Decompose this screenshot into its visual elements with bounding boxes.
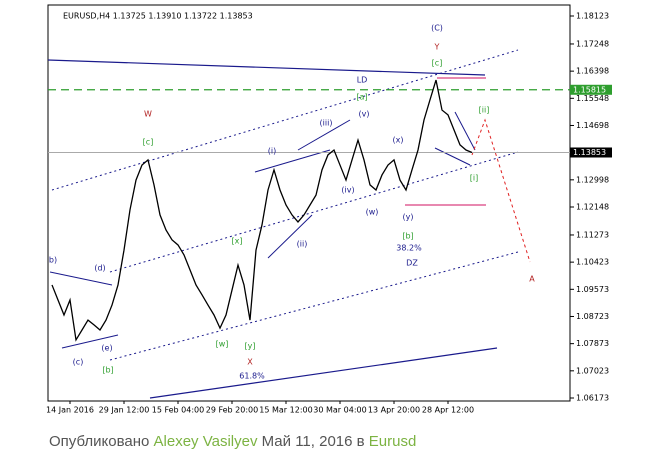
- y-tick-label: 1.16398: [576, 67, 609, 76]
- y-tick-label: 1.12998: [576, 175, 609, 184]
- footer-date: Май 11, 2016: [261, 433, 353, 450]
- wave-label: [a]: [356, 93, 367, 102]
- wave-label: [y]: [245, 342, 256, 351]
- level-label: 1.15815: [573, 85, 606, 94]
- channel-line: [109, 251, 519, 361]
- trend-line: [47, 59, 486, 76]
- y-tick-label: 1.08723: [576, 312, 609, 321]
- wave-label: DZ: [406, 259, 418, 268]
- wave-label: 38.2%: [396, 244, 422, 253]
- wave-label: A: [529, 275, 535, 284]
- author-link[interactable]: Alexey Vasilyev: [153, 433, 258, 450]
- current-price-label: 1.13853: [573, 148, 606, 157]
- x-tick-label: 15 Feb 04:00: [152, 406, 204, 415]
- wave-label: (iv): [341, 186, 354, 195]
- wave-label: (c): [73, 358, 84, 367]
- chart-title: EURUSD,H4 1.13725 1.13910 1.13722 1.1385…: [63, 12, 253, 21]
- drawings: [47, 49, 531, 399]
- y-tick-label: 1.12148: [576, 202, 609, 211]
- wave-label: (iii): [320, 119, 333, 128]
- chart: EURUSD,H4 1.13725 1.13910 1.13722 1.1385…: [46, 4, 612, 415]
- category-link[interactable]: Eurusd: [368, 433, 417, 450]
- wave-label: (y): [403, 213, 414, 222]
- wave-label: LD: [357, 76, 368, 85]
- x-tick-label: 29 Feb 20:00: [206, 406, 258, 415]
- footer-prefix: Опубликовано: [49, 433, 150, 450]
- y-tick-label: 1.06173: [576, 393, 609, 402]
- x-tick-label: 28 Apr 12:00: [422, 406, 474, 415]
- footer-connector: в: [356, 433, 365, 450]
- current-price-box: [570, 147, 612, 158]
- wave-label: (w): [366, 208, 379, 217]
- wave-label: (x): [393, 136, 404, 145]
- y-tick-label: 1.15548: [576, 94, 609, 103]
- x-tick-label: 15 Mar 12:00: [259, 406, 312, 415]
- wave-label: [b]: [402, 232, 413, 241]
- x-tick-label: 14 Jan 2016: [46, 406, 94, 415]
- wave-label: 61.8%: [239, 372, 265, 381]
- footer: Опубликовано Alexey Vasilyev Май 11, 201…: [49, 433, 416, 450]
- wave-label: [w]: [216, 340, 229, 349]
- wave-label: [x]: [232, 237, 243, 246]
- x-tick-label: 29 Jan 12:00: [99, 406, 150, 415]
- wave-label: X: [247, 358, 253, 367]
- x-tick-label: 30 Mar 04:00: [313, 406, 366, 415]
- wave-line: [254, 149, 331, 173]
- plot-frame: [47, 4, 571, 402]
- y-tick-label: 1.18123: [576, 11, 609, 20]
- wave-label: Y: [434, 43, 440, 52]
- wave-label: W: [144, 110, 152, 119]
- y-tick-label: 1.11273: [576, 230, 609, 239]
- wave-label: (i): [268, 147, 276, 156]
- wave-line: [454, 111, 476, 151]
- wave-label: (ii): [297, 240, 308, 249]
- x-tick-label: 13 Apr 20:00: [368, 406, 420, 415]
- trend-line: [149, 347, 498, 399]
- y-tick-label: 1.07873: [576, 339, 609, 348]
- wave-line: [434, 147, 471, 166]
- marks: 1.18123 1.17248 1.16398 1.15548 1.14698 1.129…: [46, 11, 612, 415]
- y-tick-label: 1.10423: [576, 258, 609, 267]
- price-line: [51, 79, 473, 342]
- wave-label: (C): [431, 24, 443, 33]
- channel-line: [51, 49, 519, 191]
- wave-line: [297, 119, 351, 151]
- wave-line: [267, 214, 313, 259]
- wave-line: [49, 271, 113, 286]
- y-tick-label: 1.14698: [576, 121, 609, 130]
- channel-line: [109, 151, 519, 273]
- wave-label: (e): [101, 344, 112, 353]
- wave-label: b): [49, 256, 57, 265]
- wave-label: [i]: [470, 174, 478, 183]
- wave-label: [b]: [102, 366, 113, 375]
- wave-label: [ii]: [479, 106, 490, 115]
- wave-line: [61, 334, 119, 349]
- wave-label: [c]: [143, 138, 154, 147]
- y-tick-label: 1.17248: [576, 39, 609, 48]
- level-label-box: [570, 84, 612, 95]
- wave-label: [c]: [432, 59, 443, 68]
- y-tick-label: 1.09573: [576, 285, 609, 294]
- projection: [471, 118, 531, 263]
- wave-label: (d): [94, 264, 105, 273]
- wave-label: (v): [359, 110, 370, 119]
- y-tick-label: 1.07023: [576, 366, 609, 375]
